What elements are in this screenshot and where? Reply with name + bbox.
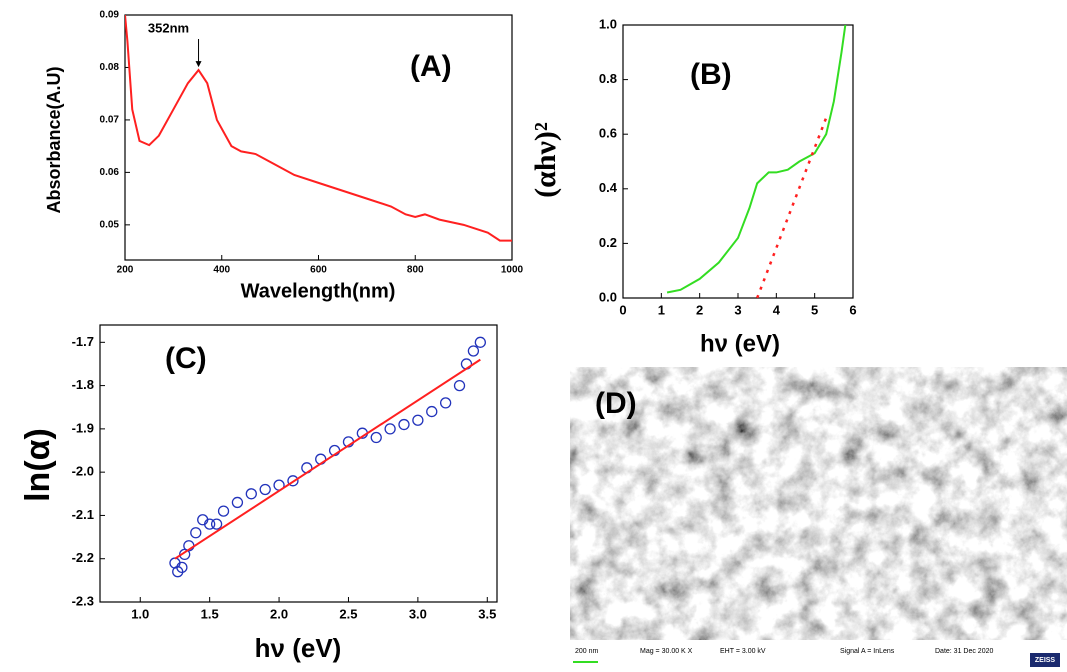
- footer-text: Date: 31 Dec 2020: [935, 648, 993, 655]
- x-tick-label: 6: [849, 302, 856, 317]
- panel-label: (C): [165, 342, 207, 375]
- data-point: [259, 483, 271, 496]
- data-point: [453, 379, 466, 392]
- data-point: [439, 397, 452, 409]
- y-tick-label: 0.6: [599, 126, 617, 141]
- x-tick-label: 5: [811, 302, 818, 317]
- x-tick-label: 0: [619, 302, 626, 317]
- panel-label: (A): [410, 50, 452, 83]
- x-axis-label: Wavelength(nm): [241, 280, 396, 302]
- data-point: [176, 561, 188, 574]
- data-point: [412, 414, 424, 426]
- x-tick-label: 3: [734, 302, 741, 317]
- panel-label: (B): [690, 58, 732, 91]
- plot-frame: [622, 24, 854, 299]
- logo-box: [1030, 653, 1060, 667]
- y-axis-label: ln(α): [19, 428, 57, 502]
- x-tick-label: 400: [213, 265, 230, 276]
- data-point: [231, 496, 244, 509]
- data-point: [210, 518, 223, 530]
- y-tick-label: -2.3: [72, 593, 94, 608]
- data-point: [398, 418, 410, 431]
- x-tick-label: 2.5: [339, 606, 357, 621]
- x-tick-label: 3.0: [409, 606, 427, 621]
- x-axis-label: hν (eV): [255, 633, 342, 663]
- x-tick-label: 3.5: [478, 606, 496, 621]
- data-point: [204, 518, 216, 530]
- y-tick-label: -1.7: [72, 334, 94, 349]
- data-point: [287, 475, 299, 487]
- data-line: [666, 25, 847, 294]
- x-tick-label: 4: [773, 302, 781, 317]
- data-line: [125, 15, 512, 242]
- sem-image: [570, 367, 1067, 640]
- plot-frame: [99, 324, 498, 603]
- y-axis-label: (αhν)²: [529, 122, 562, 198]
- y-tick-label: 0.2: [599, 235, 617, 250]
- fit-line: [755, 117, 828, 298]
- panel-label: (D): [595, 387, 637, 420]
- y-tick-label: 0.8: [599, 71, 617, 86]
- x-tick-label: 800: [407, 265, 424, 276]
- y-tick-label: 0.0: [599, 289, 617, 304]
- y-axis-label: Absorbance(A.U): [44, 66, 64, 213]
- y-tick-label: -1.8: [72, 377, 94, 392]
- y-tick-label: -2.0: [72, 464, 94, 479]
- y-tick-label: -2.1: [72, 507, 94, 522]
- annotation-arrowhead: [195, 61, 202, 68]
- y-tick-label: 1.0: [599, 16, 617, 31]
- y-tick-label: -1.9: [72, 420, 94, 435]
- x-tick-label: 1: [658, 302, 665, 317]
- data-point: [426, 405, 438, 418]
- footer-text: ZEISS: [1035, 657, 1056, 664]
- x-tick-label: 1.5: [201, 606, 219, 621]
- y-tick-label: 0.06: [100, 167, 120, 178]
- x-tick-label: 2.0: [270, 606, 288, 621]
- data-point: [370, 431, 382, 444]
- x-tick-label: 1.0: [131, 606, 149, 621]
- y-tick-label: -2.2: [72, 550, 94, 565]
- data-point: [217, 505, 230, 517]
- x-tick-label: 600: [310, 265, 327, 276]
- data-point: [245, 488, 257, 500]
- footer-text: 200 nm: [575, 648, 599, 655]
- y-tick-label: 0.08: [100, 62, 120, 73]
- data-point: [467, 345, 480, 357]
- y-tick-label: 0.05: [100, 219, 120, 230]
- data-point: [190, 527, 202, 539]
- x-axis-label: hν (eV): [700, 330, 780, 357]
- footer-text: Signal A = InLens: [840, 648, 895, 655]
- data-point: [474, 336, 486, 348]
- y-tick-label: 0.09: [100, 10, 120, 21]
- footer-text: EHT = 3.00 kV: [720, 648, 766, 655]
- y-tick-label: 0.07: [100, 115, 120, 126]
- data-point: [384, 423, 396, 435]
- x-tick-label: 2: [696, 302, 703, 317]
- annotation: 352nm: [148, 20, 189, 35]
- x-tick-label: 1000: [501, 265, 524, 276]
- footer-text: Mag = 30.00 K X: [640, 648, 693, 655]
- x-tick-label: 200: [117, 265, 134, 276]
- data-line: [174, 358, 481, 560]
- y-tick-label: 0.4: [599, 180, 618, 195]
